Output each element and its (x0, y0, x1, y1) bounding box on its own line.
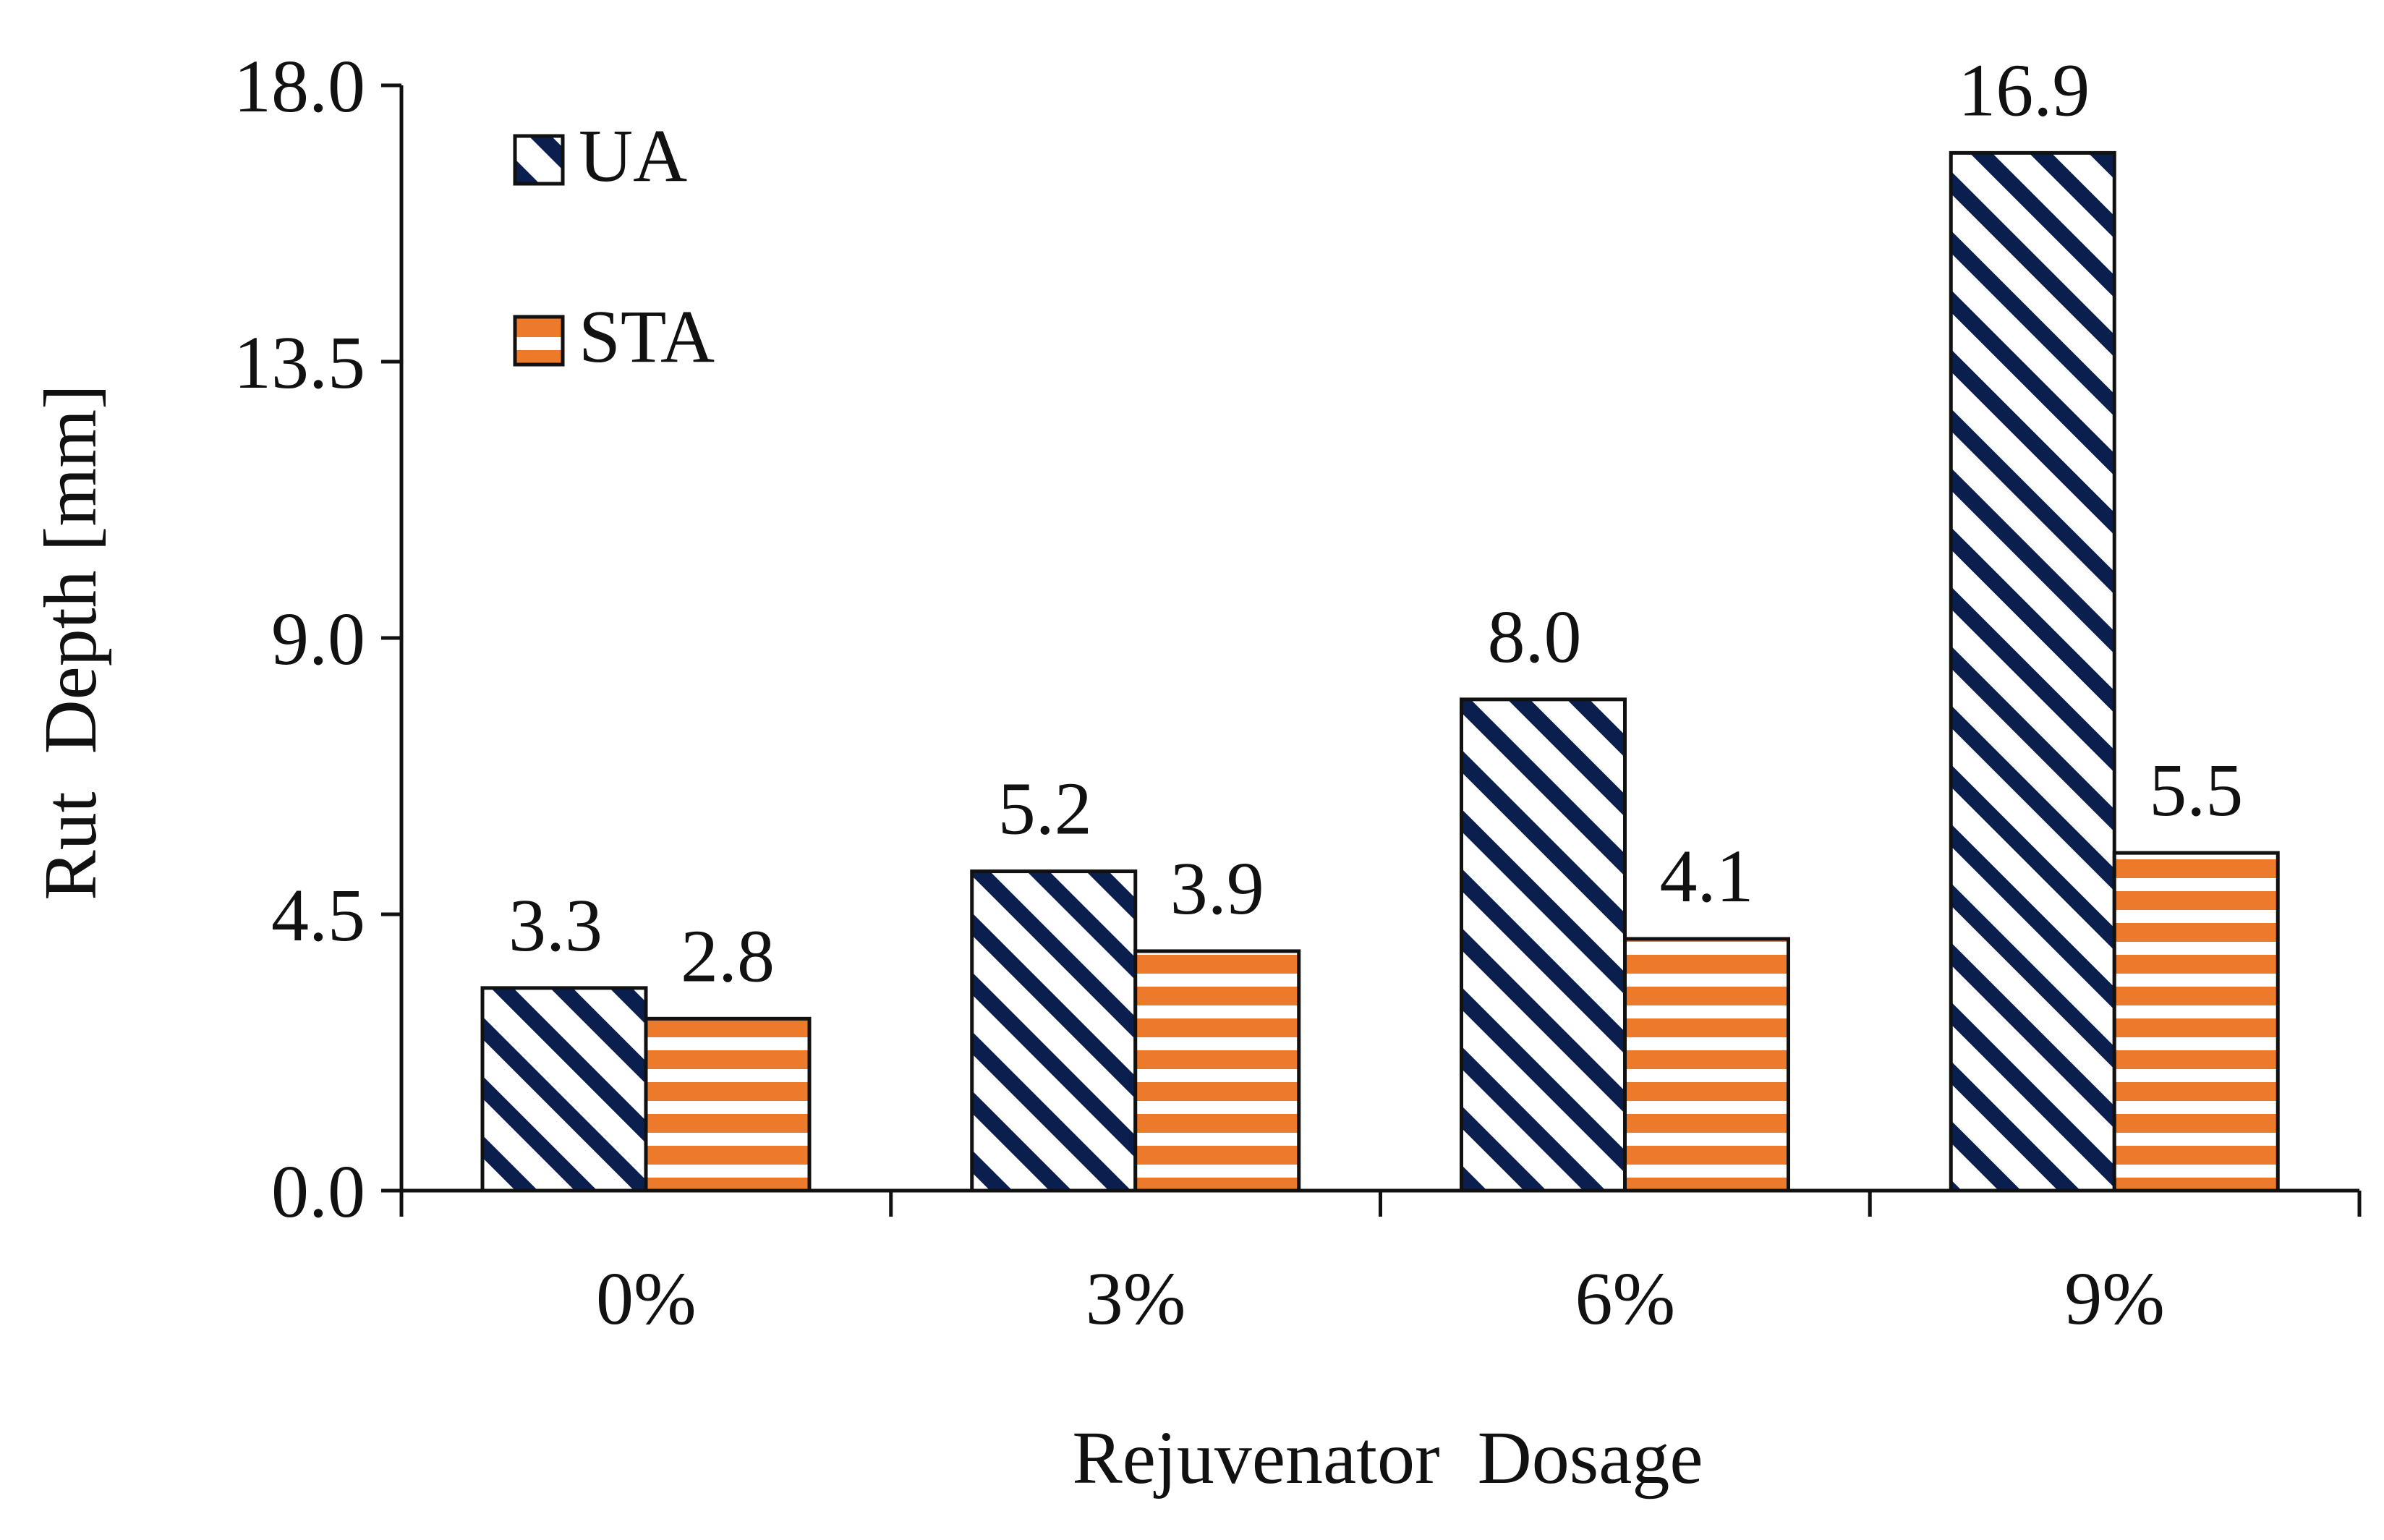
bar-sta-0pct (644, 1016, 812, 1193)
bar-ua-6pct (1460, 697, 1627, 1193)
bar-ua-3pct (970, 869, 1138, 1193)
bar-ua-0pct (480, 986, 648, 1193)
x-axis-title: Rejuvenator Dosage (1072, 1416, 1703, 1499)
data-label-ua-0pct: 3.3 (508, 884, 603, 967)
legend-item-sta: STA (513, 295, 715, 378)
x-tick-label-0pct: 0% (596, 1257, 697, 1340)
data-label-sta-0pct: 2.8 (681, 914, 775, 997)
data-label-sta-9pct: 5.5 (2149, 749, 2243, 832)
legend-swatch-sta (513, 315, 565, 367)
data-label-ua-9pct: 16.9 (1958, 48, 2090, 132)
y-axis-title: Rut Depth [mm] (29, 384, 112, 900)
data-label-sta-3pct: 3.9 (1170, 847, 1264, 930)
legend-swatch-ua (513, 134, 565, 186)
y-tick-label: 9.0 (271, 597, 365, 681)
y-tick-label: 18.0 (234, 45, 365, 128)
data-label-sta-6pct: 4.1 (1660, 835, 1754, 918)
y-tick-label: 0.0 (271, 1150, 365, 1233)
y-tick-label: 13.5 (234, 321, 365, 404)
data-label-ua-6pct: 8.0 (1488, 595, 1582, 678)
legend-label-ua: UA (579, 114, 687, 197)
bar-ua-9pct (1949, 150, 2116, 1193)
bar-sta-9pct (2112, 851, 2280, 1193)
y-tick-label: 4.5 (271, 874, 365, 957)
bar-sta-6pct (1623, 937, 1790, 1193)
x-tick-label-6pct: 6% (1575, 1257, 1676, 1340)
data-label-ua-3pct: 5.2 (998, 767, 1092, 851)
bar-sta-3pct (1133, 949, 1301, 1193)
x-tick-label-3pct: 3% (1086, 1257, 1186, 1340)
legend-label-sta: STA (579, 295, 715, 378)
x-tick-label-9pct: 9% (2064, 1257, 2165, 1340)
legend-item-ua: UA (513, 114, 687, 197)
